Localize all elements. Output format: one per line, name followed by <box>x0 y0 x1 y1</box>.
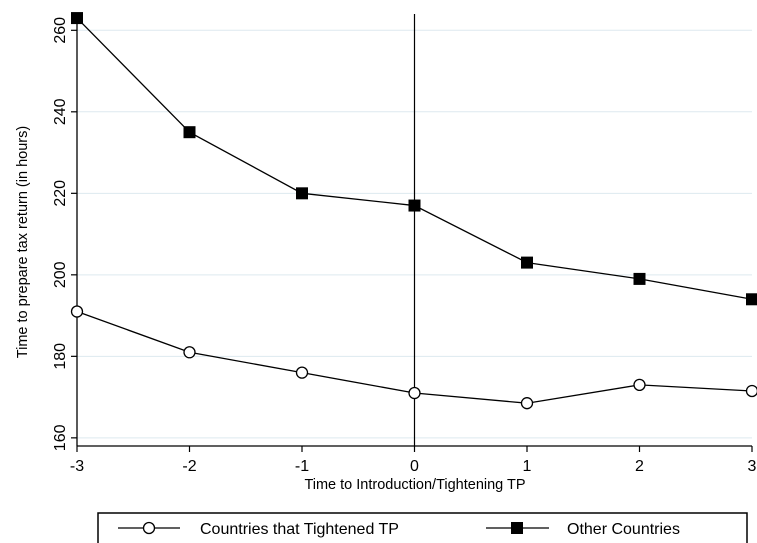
x-tick-label: -1 <box>295 458 309 475</box>
point-circle <box>183 346 196 359</box>
point-square <box>408 199 421 212</box>
legend-marker-circle <box>142 521 156 535</box>
legend-marker-square <box>511 522 523 534</box>
point-square <box>746 293 757 306</box>
y-tick-label: 240 <box>52 98 69 125</box>
point-circle <box>745 384 757 398</box>
legend: Countries that Tightened TP Other Countr… <box>97 512 748 543</box>
point-square <box>296 187 308 200</box>
x-tick-label: 3 <box>748 458 757 475</box>
point-square <box>521 256 533 269</box>
y-tick-label: 200 <box>52 261 69 288</box>
x-tick-label: 2 <box>635 458 644 475</box>
x-tick-label: -3 <box>70 458 84 475</box>
y-tick-label: 160 <box>52 424 69 451</box>
y-axis-title: Time to prepare tax return (in hours) <box>15 126 31 358</box>
point-circle <box>520 397 534 410</box>
y-tick-label: 180 <box>52 343 69 370</box>
point-square <box>71 12 83 25</box>
series-group <box>70 12 757 410</box>
point-circle <box>295 366 309 379</box>
legend-label-tightened: Countries that Tightened TP <box>200 521 399 538</box>
point-circle <box>70 305 84 318</box>
point-square <box>183 126 196 139</box>
point-circle <box>408 386 421 400</box>
tick-labels: 160 180 200 220 240 260 -3 -2 -1 0 1 2 3 <box>52 17 757 475</box>
point-circle <box>633 378 646 392</box>
x-tick-label: 1 <box>523 458 532 475</box>
axes <box>71 14 753 452</box>
legend-box <box>97 512 748 543</box>
x-tick-label: 0 <box>410 458 419 475</box>
y-tick-label: 220 <box>52 180 69 207</box>
x-axis-title: Time to Introduction/Tightening TP <box>304 477 525 493</box>
legend-label-other: Other Countries <box>567 521 680 538</box>
x-tick-label: -2 <box>182 458 196 475</box>
y-tick-label: 260 <box>52 17 69 44</box>
point-square <box>633 272 646 285</box>
